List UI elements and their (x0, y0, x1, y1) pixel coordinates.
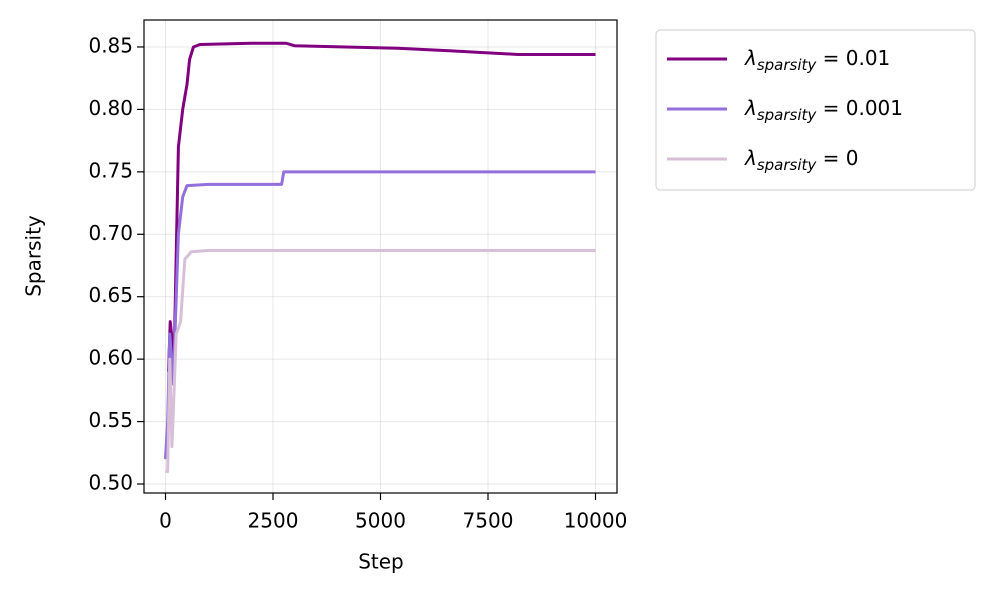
legend-label: λsparsity = 0.001 (744, 96, 903, 124)
y-tick-label: 0.85 (88, 33, 133, 57)
y-tick-label: 0.65 (88, 283, 133, 307)
legend-label: λsparsity = 0.01 (744, 46, 890, 74)
plot-frame (143, 19, 618, 494)
y-axis-label: Sparsity (22, 215, 46, 297)
x-tick-label: 2500 (248, 509, 299, 533)
data-line (165, 249, 596, 474)
x-axis-label: Step (358, 550, 404, 574)
y-tick-label: 0.50 (88, 471, 133, 495)
x-tick-label: 7500 (463, 509, 514, 533)
y-tick-label: 0.80 (88, 96, 133, 120)
y-tick-label: 0.70 (88, 221, 133, 245)
x-tick-label: 0 (159, 509, 172, 533)
y-tick-label: 0.60 (88, 346, 133, 370)
data-line (167, 41, 596, 372)
y-tick-label: 0.55 (88, 408, 133, 432)
legend-label: λsparsity = 0 (744, 146, 858, 174)
x-tick-label: 5000 (355, 509, 406, 533)
legend-box (655, 29, 976, 191)
y-tick-label: 0.75 (88, 158, 133, 182)
x-tick-label: 10000 (564, 509, 628, 533)
